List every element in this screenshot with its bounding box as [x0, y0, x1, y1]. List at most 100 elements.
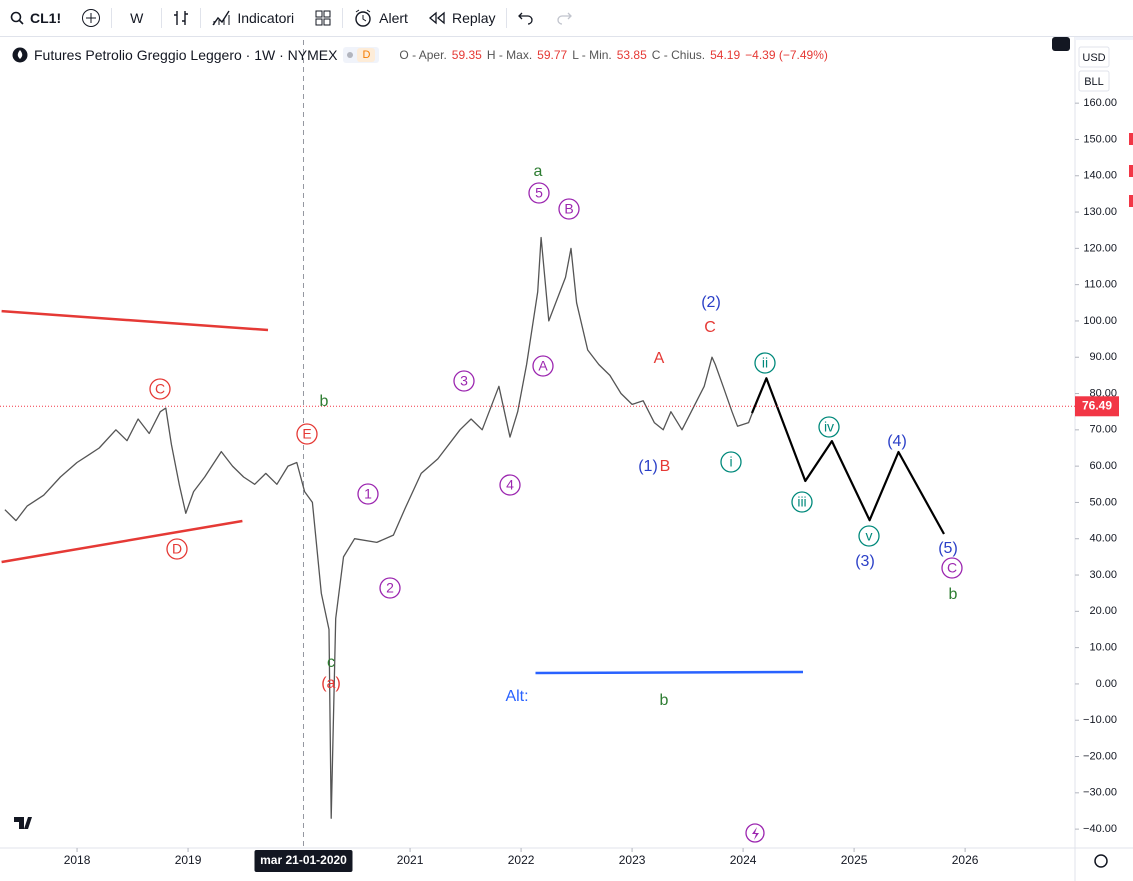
status-dot — [347, 52, 354, 58]
delayed-badge: D — [357, 48, 376, 62]
status: D — [343, 47, 380, 63]
ohlc: O - Aper. 59.35 H - Max. 59.77 L - Min. 53.85… — [399, 48, 827, 62]
wave-circle — [791, 491, 813, 513]
wave-circle — [532, 355, 554, 377]
redo[interactable] — [545, 0, 583, 36]
ohlc-label: C - Chius. — [651, 48, 706, 62]
lightning-bolt — [752, 827, 759, 840]
x-tick-label: 2021 — [397, 853, 424, 867]
wave-label: (2) — [701, 294, 721, 311]
x-tick-label: 2026 — [952, 853, 979, 867]
unit-box — [1078, 70, 1110, 92]
separator — [342, 8, 344, 28]
wave-label: b — [320, 393, 329, 410]
wave-label: (a) — [321, 675, 341, 692]
plot-background — [0, 40, 1075, 848]
legend: Futures Petrolio Greggio Leggero · 1W · … — [12, 47, 828, 63]
y-tick-label: 150.00 — [1083, 133, 1117, 145]
unit: BLL — [1084, 76, 1104, 88]
y-tick-label: 100.00 — [1083, 315, 1117, 327]
wave-label: iii — [797, 494, 806, 510]
wave-label: C — [947, 560, 957, 576]
symbol-search[interactable]: CL1! — [0, 0, 71, 36]
wave-label: D — [172, 541, 182, 557]
wave-label: 1 — [364, 486, 372, 502]
wave-circle — [558, 198, 580, 220]
alert[interactable]: Alert — [343, 0, 418, 36]
undo-icon — [517, 12, 533, 25]
y-tick-label: 30.00 — [1089, 569, 1117, 581]
wave-label: E — [302, 426, 311, 442]
search-icon — [10, 11, 24, 25]
ohlc-label: O - Aper. — [399, 48, 447, 62]
wave-circle — [166, 538, 188, 560]
wave-label: a — [534, 163, 543, 180]
y-tick-label: −30.00 — [1083, 787, 1117, 799]
undo[interactable] — [507, 0, 545, 36]
side-marker — [1129, 195, 1133, 207]
change: −4.39 (−7.49%) — [745, 48, 828, 62]
x-tick-label: 2025 — [841, 853, 868, 867]
ohlc-value: 54.19 — [710, 48, 741, 62]
y-tick-label: 140.00 — [1083, 170, 1117, 182]
x-tick-label: 2019 — [175, 853, 202, 867]
side-marker — [1129, 165, 1133, 177]
scale-button — [1052, 37, 1070, 51]
wave-label: b — [660, 692, 669, 709]
wave-label: c — [327, 654, 335, 671]
wave-label: (3) — [855, 553, 875, 570]
ohlc-value: 59.35 — [451, 48, 482, 62]
wave-circle — [357, 483, 379, 505]
y-tick-label: −10.00 — [1083, 714, 1117, 726]
ohlc-label: H - Max. — [486, 48, 533, 62]
trendline — [535, 670, 804, 675]
ohlc-value: 53.85 — [616, 48, 647, 62]
y-tick-label: 130.00 — [1083, 206, 1117, 218]
trendline — [1, 519, 243, 564]
wave-label: (1) — [638, 458, 658, 475]
interval[interactable]: W — [112, 0, 161, 36]
alert-label: Alert — [379, 10, 408, 26]
tv-logo-mark — [14, 817, 32, 829]
indicators[interactable]: Indicatori — [201, 0, 304, 36]
y-tick-label: 10.00 — [1089, 642, 1117, 654]
y-tick-label: 20.00 — [1089, 605, 1117, 617]
grid-icon — [315, 10, 331, 26]
wave-circle — [379, 577, 401, 599]
wave-label: 3 — [460, 373, 468, 389]
y-tick-label: 90.00 — [1089, 351, 1117, 363]
wave-label: B — [564, 201, 573, 217]
wave-circle — [528, 182, 550, 204]
layouts[interactable] — [304, 0, 342, 36]
wave-label: v — [866, 528, 873, 544]
separator — [161, 8, 163, 28]
wave-circle — [818, 416, 840, 438]
wave-circle — [720, 451, 742, 473]
y-tick-label: 110.00 — [1084, 279, 1117, 291]
wave-label: i — [729, 454, 732, 470]
side-marker — [1129, 133, 1133, 145]
chart: USDBLL160.00150.00140.00130.00120.00110.… — [0, 37, 1133, 881]
wave-label: ii — [762, 355, 768, 371]
y-tick-label: −20.00 — [1083, 750, 1117, 762]
y-tick-label: 50.00 — [1089, 496, 1117, 508]
replay-icon — [428, 11, 445, 25]
compare[interactable] — [71, 0, 111, 36]
wave-circle — [754, 352, 776, 374]
wave-label: B — [660, 458, 671, 475]
redo-icon — [556, 12, 572, 25]
wave-circle — [149, 378, 171, 400]
wave-label: C — [704, 319, 716, 336]
last-price-box — [1075, 396, 1119, 417]
wave-label: Alt: — [505, 688, 528, 705]
x-tick-label: 2023 — [619, 853, 646, 867]
y-tick-label: 120.00 — [1083, 242, 1117, 254]
chart-type[interactable] — [162, 0, 200, 36]
replay[interactable]: Replay — [418, 0, 506, 36]
toolbar-edge — [1075, 37, 1133, 40]
toolbar: CL1! W Indicatori Alert Replay — [0, 0, 1133, 37]
currency: USD — [1082, 52, 1105, 64]
currency-box — [1078, 46, 1110, 68]
wave-circle — [296, 423, 318, 445]
